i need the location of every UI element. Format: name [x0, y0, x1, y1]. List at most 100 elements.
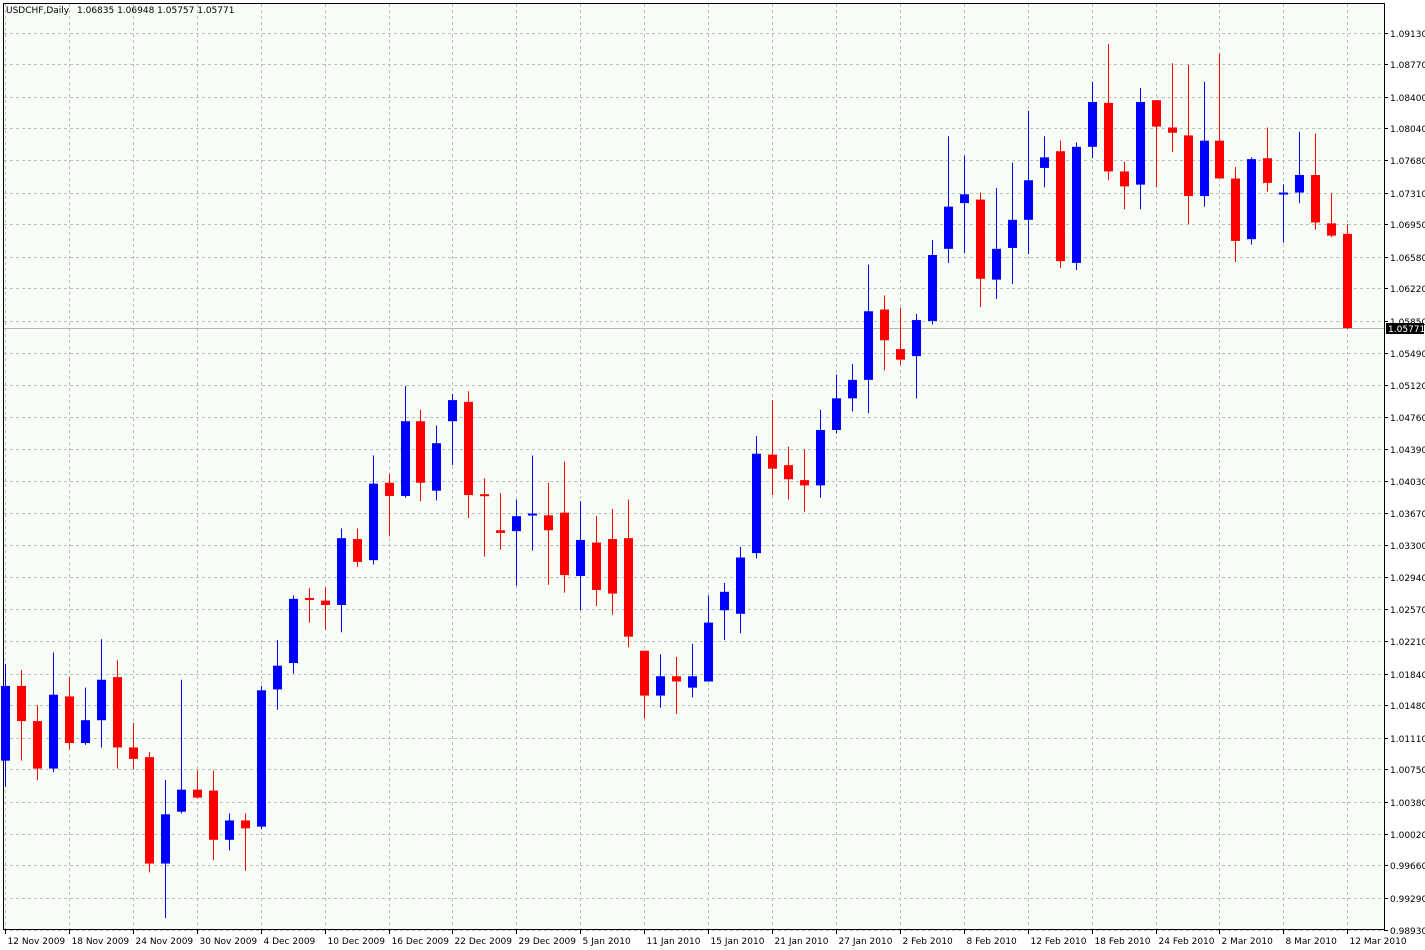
y-tick-label: 1.03670 — [1390, 510, 1425, 520]
candle — [832, 374, 841, 434]
plot-area — [3, 3, 1385, 930]
candle-body — [880, 309, 889, 341]
candle — [464, 391, 473, 518]
x-tick-label: 2 Mar 2010 — [1222, 937, 1274, 947]
y-tick-label: 1.09130 — [1390, 30, 1425, 40]
candle-body — [784, 465, 793, 480]
candle-body — [608, 539, 617, 594]
candle-body — [193, 789, 202, 798]
y-tick-label: 1.04030 — [1390, 478, 1425, 488]
candle-body — [688, 676, 697, 688]
x-tick-label: 10 Dec 2009 — [328, 937, 386, 947]
candle-body — [416, 421, 425, 483]
candle-body — [1136, 101, 1145, 185]
candle-body — [848, 379, 857, 399]
candle — [97, 639, 106, 748]
candle — [1263, 127, 1272, 192]
candle-body — [321, 600, 330, 605]
x-tick-label: 12 Mar 2010 — [1350, 937, 1407, 947]
candle — [401, 386, 410, 498]
x-tick-label: 29 Dec 2009 — [519, 937, 577, 947]
y-tick-label: 1.08400 — [1390, 94, 1425, 104]
candle-body — [496, 530, 505, 533]
candle — [592, 516, 601, 606]
candle-body — [864, 311, 873, 380]
candle — [1040, 136, 1049, 188]
candle — [976, 192, 985, 307]
candle-body — [944, 206, 953, 249]
candle — [720, 583, 729, 641]
candle-body — [33, 721, 42, 769]
candle-body — [337, 538, 346, 605]
candle — [257, 685, 266, 830]
x-tick-label: 21 Jan 2010 — [775, 937, 829, 947]
candle-body — [1024, 180, 1033, 220]
candle — [1072, 142, 1081, 270]
candle — [225, 813, 234, 851]
candle — [640, 650, 649, 719]
y-tick-label: 0.99290 — [1390, 895, 1425, 905]
candle — [784, 446, 793, 500]
candle — [576, 501, 585, 611]
current-price-tag: 1.05771 — [1386, 323, 1425, 335]
candle — [129, 722, 138, 770]
y-tick-label: 1.05120 — [1390, 382, 1425, 392]
candle-body — [640, 650, 649, 696]
candle-body — [736, 557, 745, 614]
candle — [608, 509, 617, 615]
candle-body — [401, 421, 410, 496]
candle-body — [464, 401, 473, 496]
x-tick-label: 12 Feb 2010 — [1031, 937, 1087, 947]
candle — [448, 393, 457, 466]
x-axis: 12 Nov 2009 18 Nov 2009 24 Nov 2009 30 Nov … — [5, 929, 1407, 947]
candle-body — [480, 494, 489, 497]
candle-body — [1056, 151, 1065, 262]
candle-body — [1168, 127, 1177, 133]
candle-body — [129, 747, 138, 759]
candle — [1327, 193, 1336, 238]
candle — [193, 770, 202, 799]
candle — [1231, 167, 1240, 263]
candle-body — [896, 349, 905, 360]
candle — [385, 473, 394, 537]
candle-body — [528, 513, 537, 516]
candle-body — [560, 512, 569, 576]
candle-body — [832, 398, 841, 430]
candle-body — [1072, 146, 1081, 263]
candle-body — [225, 820, 234, 840]
candle-body — [448, 400, 457, 422]
candle-body — [992, 248, 1001, 280]
candle — [369, 455, 378, 565]
x-tick-label: 24 Feb 2010 — [1159, 937, 1215, 947]
candle-body — [353, 539, 362, 562]
candle — [1168, 63, 1177, 153]
candle — [496, 493, 505, 550]
y-tick-label: 1.05490 — [1390, 350, 1425, 360]
x-tick-label: 4 Dec 2009 — [264, 937, 316, 947]
candle — [33, 705, 42, 780]
candle-body — [241, 820, 250, 829]
candle — [944, 136, 953, 263]
candle — [896, 307, 905, 365]
candle-body — [1184, 135, 1193, 197]
candle — [864, 264, 873, 414]
candle — [544, 482, 553, 585]
candle-body — [960, 194, 969, 204]
candle-body — [752, 453, 761, 554]
y-tick-label: 1.00020 — [1390, 831, 1425, 841]
candle-body — [928, 254, 937, 321]
candle — [1184, 65, 1193, 225]
x-tick-label: 22 Dec 2009 — [455, 937, 513, 947]
candle-body — [976, 199, 985, 279]
candle-body — [177, 789, 186, 812]
candles — [1, 43, 1352, 919]
candle-body — [161, 814, 170, 864]
candle — [736, 546, 745, 634]
candle-body — [1263, 158, 1272, 183]
candle-body — [1088, 101, 1097, 147]
candle — [704, 595, 713, 682]
candle — [1104, 43, 1113, 181]
candle — [81, 687, 90, 745]
candle-body — [1343, 233, 1352, 328]
candle — [1008, 162, 1017, 285]
